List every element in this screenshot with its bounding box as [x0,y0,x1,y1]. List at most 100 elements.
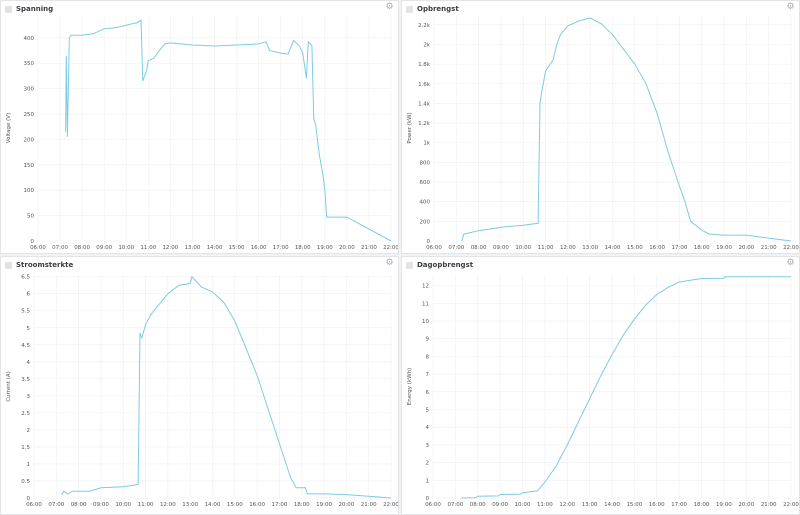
x-tick-label: 20:00 [338,502,354,508]
y-tick-label: 6 [426,390,430,396]
y-tick-label: 2k [423,42,430,48]
y-tick-label: 1.2k [418,121,431,127]
x-tick-label: 21:00 [761,245,777,251]
x-tick-label: 08:00 [71,502,87,508]
y-tick-label: 11 [422,301,429,307]
y-tick-label: 1.4k [418,101,431,107]
drag-handle-icon[interactable] [5,5,12,13]
x-tick-label: 12:00 [560,245,576,251]
series-line [65,19,392,242]
y-axis-label: Voltage (V) [6,113,12,143]
y-tick-label: 1 [426,478,430,484]
x-tick-label: 22:00 [783,502,799,508]
x-tick-label: 07:00 [448,245,464,251]
y-tick-label: 9 [426,337,430,343]
gear-icon[interactable]: ⚙ [385,2,394,12]
x-tick-label: 12:00 [162,245,178,251]
gear-icon[interactable]: ⚙ [786,2,795,12]
x-tick-label: 06:00 [30,245,46,251]
y-tick-label: 400 [24,36,35,42]
y-tick-label: 2.2k [418,23,431,29]
x-tick-label: 08:00 [470,502,486,508]
y-tick-label: 2 [426,461,430,467]
y-tick-label: 0 [427,239,431,245]
x-tick-label: 17:00 [672,245,688,251]
x-tick-label: 10:00 [515,245,531,251]
panel-spanning: Spanning ⚙ 06:00 07:00 08:00 09:00 10:00 11:0… [0,0,399,254]
y-axis-label: Current (A) [6,371,12,401]
series-line [61,275,392,499]
y-tick-label: 4 [426,425,430,431]
panel-dagopbrengst: Dagopbrengst ⚙ 06:00 07:00 08:00 09:00 10:00… [401,256,800,515]
y-tick-label: 12 [422,284,429,290]
y-tick-label: 5 [27,326,31,332]
y-tick-label: 600 [420,180,431,186]
gear-icon[interactable]: ⚙ [385,258,394,268]
x-tick-label: 16:00 [251,245,267,251]
drag-handle-icon[interactable] [406,261,413,269]
x-tick-label: 16:00 [649,502,665,508]
chart-voltage: 06:00 07:00 08:00 09:00 10:00 11:00 12:00 13:00… [6,15,398,251]
y-tick-label: 1.5 [21,445,30,451]
x-tick-label: 11:00 [537,502,553,508]
x-tick-label: 17:00 [273,245,289,251]
x-tick-label: 11:00 [138,502,154,508]
x-tick-label: 20:00 [339,245,355,251]
y-tick-label: 4 [27,360,31,366]
panel-stroomsterkte: Stroomsterkte ⚙ 06:00 07:00 08:00 09:00 10:0… [0,256,399,515]
x-tick-label: 19:00 [716,245,732,251]
x-tick-label: 09:00 [492,502,508,508]
x-tick-label: 19:00 [317,245,333,251]
x-tick-label: 15:00 [229,245,245,251]
x-tick-label: 22:00 [383,502,399,508]
x-tick-label: 12:00 [559,502,575,508]
x-tick-label: 13:00 [185,245,201,251]
panel-title[interactable]: Stroomsterkte [16,261,74,269]
y-tick-label: 1 [27,462,31,468]
y-tick-label: 1.8k [418,62,431,68]
x-tick-label: 20:00 [738,502,754,508]
x-tick-label: 09:00 [96,245,112,251]
y-tick-label: 6 [27,292,31,298]
y-tick-label: 400 [420,200,431,206]
panel-title[interactable]: Spanning [16,5,54,13]
x-tick-label: 18:00 [295,245,311,251]
y-tick-label: 3 [426,443,430,449]
x-tick-label: 20:00 [738,245,754,251]
chart-current: 06:00 07:00 08:00 09:00 10:00 11:00 12:00 13:00… [6,275,399,508]
y-tick-label: 0 [27,496,31,502]
y-tick-label: 200 [24,137,35,143]
x-tick-label: 13:00 [182,502,198,508]
x-tick-label: 16:00 [649,245,665,251]
x-tick-label: 14:00 [205,502,221,508]
gear-icon[interactable]: ⚙ [786,258,795,268]
drag-handle-icon[interactable] [406,5,413,13]
y-axis-label: Energy (kWh) [407,368,413,405]
x-tick-label: 13:00 [582,245,598,251]
y-tick-label: 0.5 [21,479,30,485]
x-tick-label: 18:00 [694,245,710,251]
y-tick-label: 50 [27,214,34,220]
x-tick-label: 15:00 [627,245,643,251]
x-tick-label: 08:00 [471,245,487,251]
x-tick-label: 11:00 [538,245,554,251]
x-tick-label: 15:00 [227,502,243,508]
panel-opbrengst: Opbrengst ⚙ 06:00 07:00 08:00 09:00 10:00 11:… [401,0,800,254]
x-tick-label: 14:00 [207,245,223,251]
y-tick-label: 300 [24,87,35,93]
panel-title[interactable]: Dagopbrengst [417,261,474,269]
x-tick-label: 08:00 [74,245,90,251]
x-tick-label: 16:00 [249,502,265,508]
x-tick-label: 07:00 [48,502,64,508]
y-tick-label: 0 [426,496,430,502]
x-tick-label: 12:00 [160,502,176,508]
drag-handle-icon[interactable] [5,261,12,269]
x-tick-label: 10:00 [515,502,531,508]
y-tick-label: 10 [422,319,429,325]
y-tick-label: 100 [24,188,35,194]
y-tick-label: 3.5 [21,377,30,383]
y-tick-label: 6.5 [21,275,30,281]
x-tick-label: 06:00 [426,245,442,251]
panel-title[interactable]: Opbrengst [417,5,459,13]
x-tick-label: 09:00 [93,502,109,508]
